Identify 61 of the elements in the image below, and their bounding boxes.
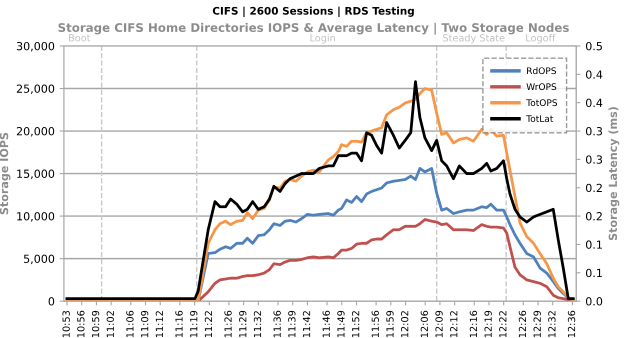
chart-title: CIFS | 2600 Sessions | RDS Testing — [212, 6, 414, 18]
y2-tick-label: 0.2 — [586, 184, 602, 192]
x-tick-label: 11:16 — [175, 310, 183, 338]
x-tick-label: 11:29 — [239, 310, 246, 338]
y-tick-label: 15,000 — [17, 170, 54, 180]
y2-tick-label: 0.1 — [586, 268, 602, 278]
x-tick-label: 11:09 — [140, 310, 148, 338]
y-tick-label: 20,000 — [16, 127, 54, 137]
x-tick-label: 11:19 — [190, 310, 198, 338]
x-tick-label: 11:22 — [204, 311, 212, 338]
y2-tick-label: 0.0 — [586, 297, 602, 306]
x-tick-label: 12:29 — [533, 310, 541, 338]
x-tick-label: 12:16 — [470, 310, 478, 338]
text: Logoff — [526, 34, 556, 44]
y2-tick-label: 0.4 — [586, 70, 602, 79]
y2-tick-label: 0.4 — [586, 98, 602, 108]
x-tick-label: 12:36 — [568, 310, 576, 338]
legend-label: TotOPS — [526, 99, 558, 106]
x-tick-label: 11:39 — [288, 310, 296, 338]
y-tick-label: 25,000 — [16, 84, 54, 94]
x-tick-label: 11:36 — [273, 310, 281, 338]
x-tick-label: 12:26 — [518, 310, 526, 338]
chart-subtitle: Storage CIFS Home Directories IOPS & Average Latency | Two Storage Nodes — [58, 22, 569, 35]
x-tick-label: 12:06 — [420, 310, 428, 338]
x-tick-label: 11:26 — [224, 310, 232, 338]
y-tick-label: 30,000 — [16, 42, 54, 52]
x-tick-label: 10:59 — [92, 310, 100, 338]
x-tick-label: 11:42 — [302, 311, 310, 338]
y2-tick-label: 0.5 — [586, 42, 602, 50]
y2-tick-label: 0.3 — [586, 127, 602, 136]
legend-label: WrOPS — [526, 83, 556, 90]
y2-tick-label: 0.1 — [586, 240, 602, 249]
y-tick-label: 0 — [48, 297, 54, 306]
x-tick-label: 12:12 — [450, 311, 458, 338]
x-tick-label: 10:56 — [77, 310, 85, 338]
x-tick-label: 11:02 — [106, 311, 114, 338]
x-tick-label: 11:52 — [352, 311, 360, 338]
y2-tick-label: 0.2 — [586, 212, 602, 220]
x-tick-label: 10:53 — [62, 310, 70, 338]
x-tick-label: 12:32 — [548, 311, 556, 338]
x-tick-label: 12:19 — [484, 310, 492, 338]
x-tick-label: 12:09 — [435, 310, 443, 338]
text: Login — [310, 34, 335, 44]
y2-axis-title: Storage Latency (ms) — [608, 107, 620, 240]
y-axis-title: Storage IOPS — [0, 132, 10, 214]
x-tick-label: 11:49 — [337, 310, 345, 338]
x-tick-label: 11:12 — [156, 311, 163, 338]
y-tick-label: 5,000 — [24, 254, 54, 264]
x-tick-label: 11:56 — [372, 310, 379, 338]
x-tick-label: 11:32 — [254, 311, 262, 338]
x-tick-label: 11:46 — [322, 310, 330, 338]
y2-tick-label: 0.3 — [586, 155, 602, 164]
text: Steady State — [443, 34, 505, 44]
x-tick-label: 12:22 — [499, 311, 506, 338]
x-tick-label: 12:02 — [401, 311, 408, 338]
x-tick-label: 11:06 — [126, 310, 134, 338]
legend-label: TotLat — [526, 115, 554, 122]
y-tick-label: 10,000 — [17, 212, 54, 222]
x-tick-label: 11:59 — [386, 310, 394, 338]
legend-label: RdOPS — [527, 67, 556, 74]
text: Boot — [69, 34, 90, 42]
